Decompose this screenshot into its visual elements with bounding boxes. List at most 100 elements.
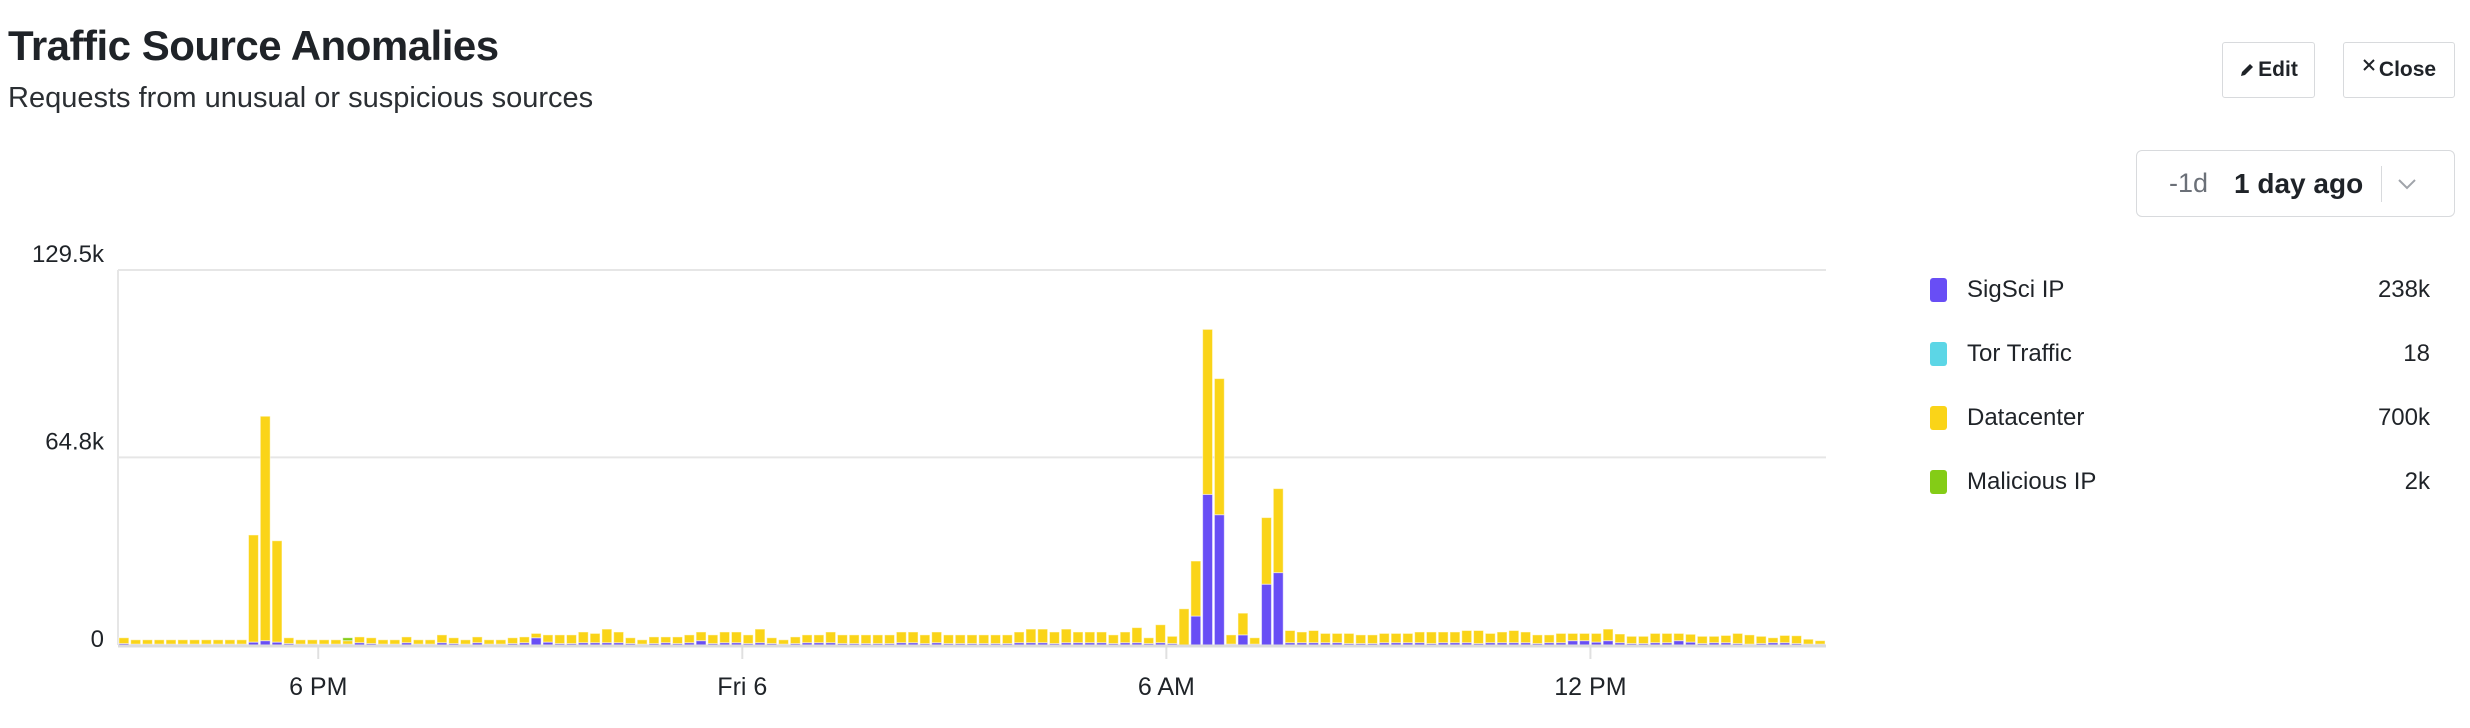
bar-datacenter [1579, 632, 1590, 642]
bar-datacenter [942, 634, 954, 645]
divider [2381, 165, 2383, 202]
chevron-down-icon[interactable] [2396, 177, 2418, 191]
bar-datacenter [177, 639, 189, 645]
bar-datacenter [365, 637, 377, 645]
bar-datacenter [836, 634, 848, 645]
bar-datacenter [801, 634, 813, 644]
legend-item-malicious-ip[interactable]: Malicious IP 2k [1930, 450, 2430, 514]
bar-datacenter [766, 637, 778, 645]
bar-datacenter [1001, 634, 1013, 645]
bar-datacenter [1791, 635, 1802, 645]
bar-datacenter [507, 637, 519, 645]
bar-datacenter [212, 639, 224, 645]
bar-datacenter [1732, 632, 1744, 645]
bar-datacenter [1637, 635, 1649, 645]
bar-datacenter [1178, 608, 1190, 646]
bar-datacenter [1072, 631, 1084, 644]
bar-datacenter [189, 639, 201, 645]
legend-item-datacenter[interactable]: Datacenter 700k [1930, 386, 2430, 450]
bar-datacenter [1696, 635, 1708, 645]
bar-datacenter [1225, 634, 1237, 645]
bar-sigsci-ip [1673, 640, 1685, 646]
legend-swatch [1930, 278, 1947, 302]
bar-sigsci-ip [1190, 615, 1202, 646]
bar-datacenter [153, 639, 165, 645]
bar-datacenter [848, 634, 860, 645]
bar-datacenter [860, 634, 872, 645]
bar-datacenter [448, 637, 460, 645]
bar-datacenter [730, 631, 742, 644]
time-range-relative: -1d [2169, 168, 2209, 198]
bar-datacenter [1661, 632, 1673, 644]
bar-datacenter [200, 639, 212, 645]
bar-datacenter [1767, 637, 1779, 644]
bar-datacenter [695, 631, 707, 642]
y-tick-label: 0 [91, 626, 104, 653]
bar-datacenter [1378, 632, 1390, 644]
bar-datacenter [424, 639, 436, 645]
close-label: Close [2378, 58, 2437, 81]
legend-item-tor-traffic[interactable]: Tor Traffic 18 [1930, 322, 2430, 386]
bar-datacenter [342, 640, 354, 645]
bar-datacenter [1261, 517, 1272, 585]
bar-datacenter [1025, 628, 1037, 644]
legend-swatch [1930, 406, 1947, 430]
bar-datacenter [224, 639, 236, 645]
bar-malicious-ip [342, 637, 354, 642]
bar-datacenter [1779, 634, 1791, 644]
time-range-dropdown[interactable]: -1d 1 day ago [2136, 150, 2455, 217]
legend-item-sigsci-ip[interactable]: SigSci IP 238k [1930, 258, 2430, 322]
bar-datacenter [471, 636, 483, 644]
bar-datacenter [248, 534, 259, 643]
bar-datacenter [236, 639, 248, 645]
bar-datacenter [1143, 637, 1155, 645]
bar-datacenter [1649, 632, 1661, 644]
bar-datacenter [919, 634, 931, 645]
bar-datacenter [1555, 632, 1567, 644]
bar-datacenter [1543, 634, 1555, 644]
legend-value: 18 [2403, 340, 2430, 367]
y-tick-label: 64.8k [45, 428, 105, 455]
bar-datacenter [330, 639, 342, 645]
bar-datacenter [1084, 631, 1096, 644]
x-tick-label: 6 AM [1138, 673, 1195, 701]
bar-datacenter [1531, 634, 1543, 645]
bar-datacenter [1508, 630, 1520, 644]
edit-label: Edit [2258, 58, 2298, 81]
bar-datacenter [1520, 631, 1532, 644]
bar-datacenter [1013, 631, 1025, 644]
bar-sigsci-ip [1602, 640, 1614, 646]
close-icon [2363, 59, 2375, 71]
x-tick-label: 12 PM [1554, 673, 1626, 701]
bar-datacenter [1720, 634, 1732, 644]
close-button[interactable]: Close [2343, 42, 2455, 98]
bar-datacenter [907, 631, 919, 644]
bar-datacenter [990, 634, 1002, 645]
bar-datacenter [566, 634, 577, 645]
bar-datacenter [142, 639, 153, 645]
bar-datacenter [577, 631, 589, 644]
bar-datacenter [1425, 631, 1437, 645]
bar-datacenter [1155, 624, 1166, 644]
legend-label: Datacenter [1967, 404, 2085, 431]
bar-datacenter [648, 636, 660, 645]
bar-datacenter [1096, 631, 1108, 644]
bar-datacenter [672, 636, 683, 645]
bar-datacenter [1390, 632, 1402, 644]
bar-datacenter [1037, 628, 1049, 644]
bar-datacenter [1119, 631, 1131, 644]
edit-button[interactable]: Edit [2222, 42, 2315, 98]
bar-sigsci-ip [1213, 514, 1225, 646]
bar-datacenter [1802, 638, 1814, 645]
legend-swatch [1930, 342, 1947, 366]
bar-datacenter [789, 636, 801, 645]
bar-datacenter [1367, 634, 1378, 645]
bar-datacenter [613, 631, 625, 644]
bar-datacenter [1202, 328, 1214, 495]
bar-datacenter [1814, 640, 1826, 645]
bar-datacenter [1673, 632, 1685, 642]
bar-datacenter [295, 639, 307, 645]
bar-datacenter [1708, 635, 1720, 644]
bar-datacenter [130, 639, 142, 645]
